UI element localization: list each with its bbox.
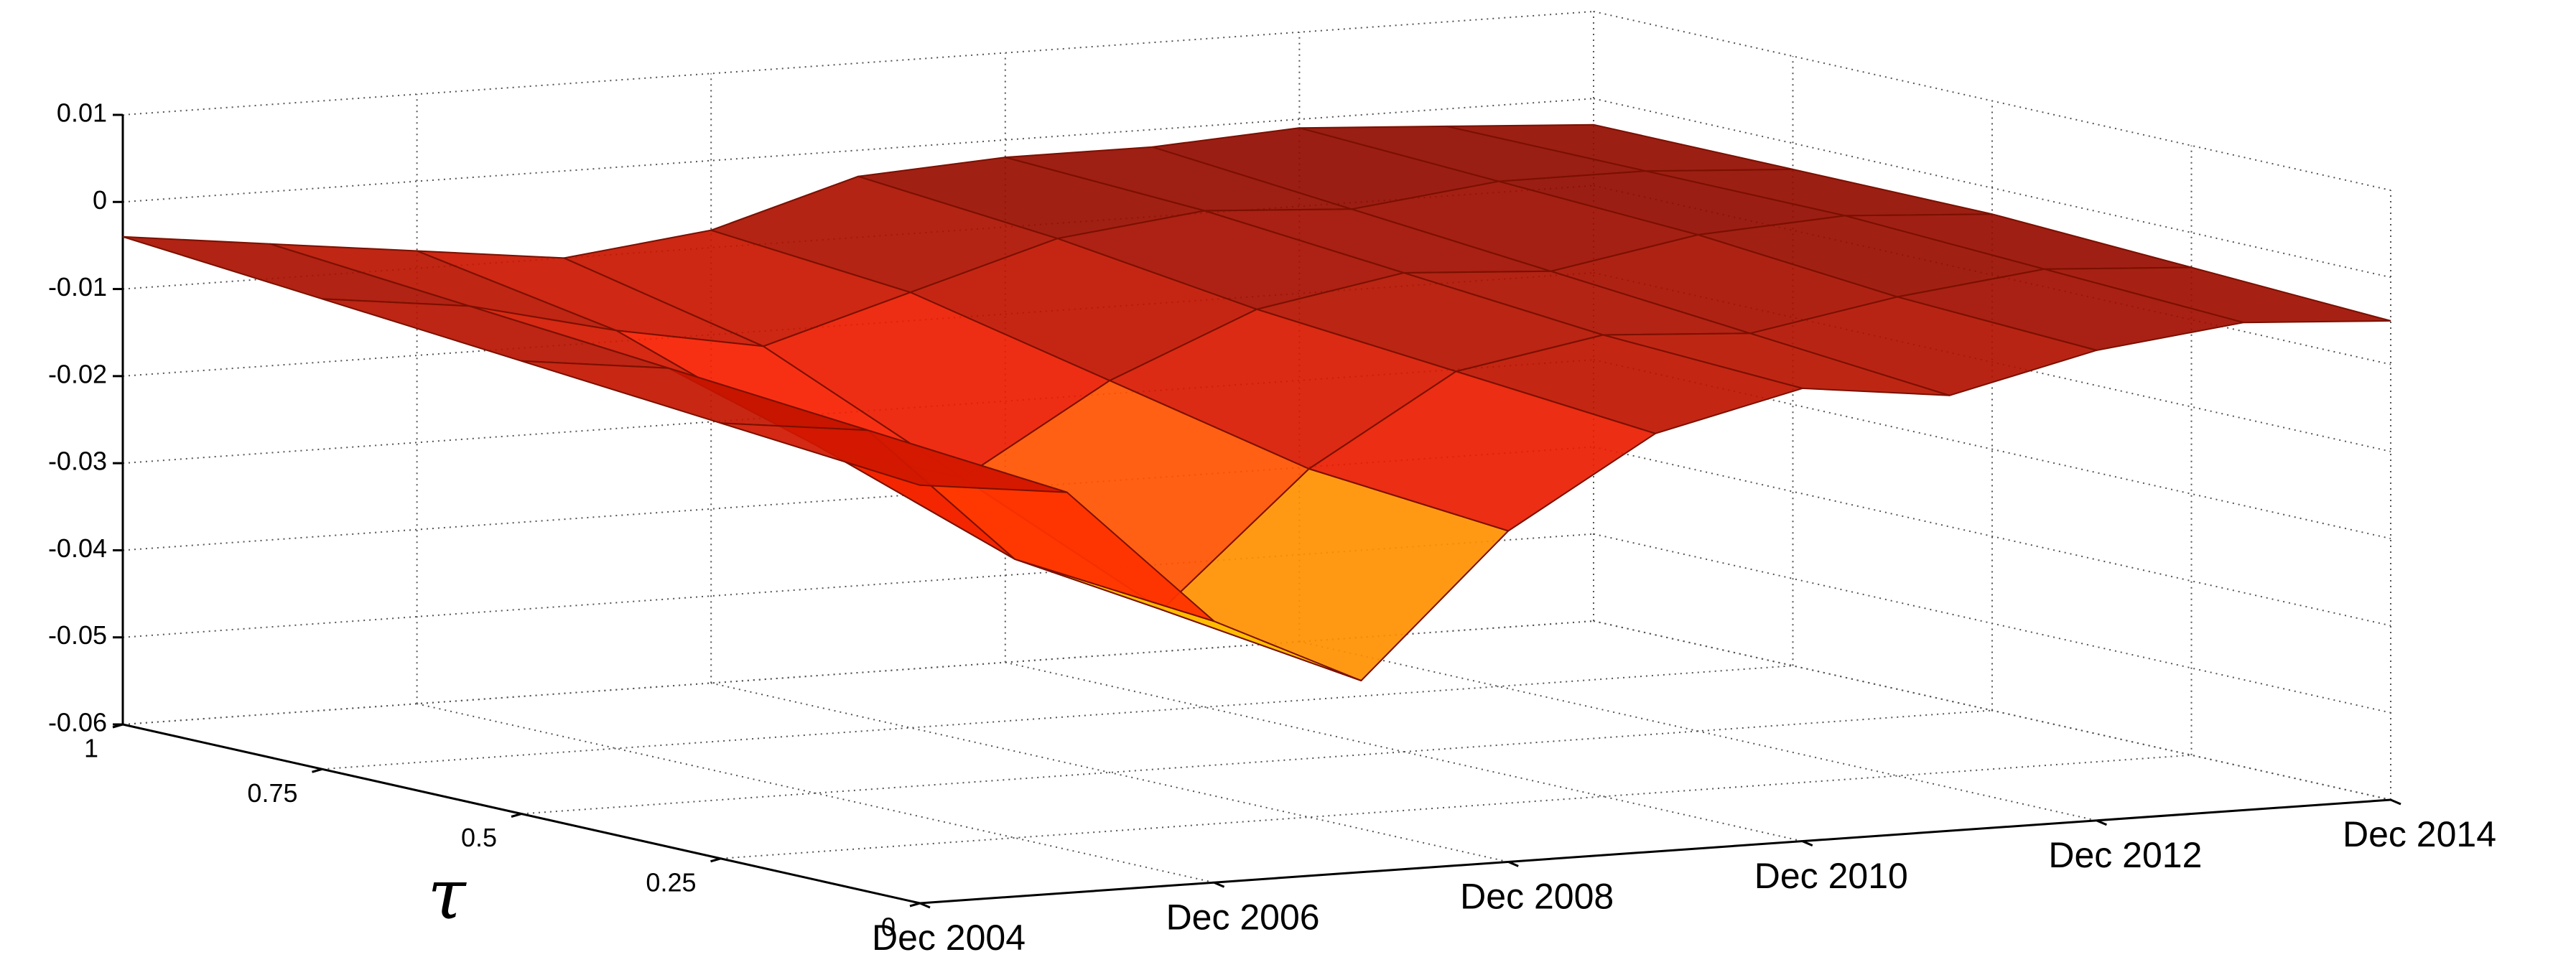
surface-patch <box>720 422 1068 493</box>
y-tick-label: 0.5 <box>461 823 497 852</box>
y-axis-label: τ <box>427 854 467 935</box>
x-tick <box>1214 881 1225 888</box>
grid-line <box>1593 533 2391 714</box>
y-tick-label: 0 <box>881 913 896 942</box>
z-tick-label: -0.03 <box>48 447 107 476</box>
x-tick <box>919 902 931 909</box>
axis-line <box>919 798 2391 905</box>
z-tick-label: -0.04 <box>48 533 107 563</box>
grid-line <box>1593 359 2391 540</box>
y-tick <box>710 857 721 863</box>
grid-line <box>1299 640 2097 821</box>
z-tick-label: -0.06 <box>48 708 107 737</box>
x-tick <box>1802 840 1813 846</box>
y-tick <box>112 723 124 729</box>
z-tick-label: -0.05 <box>48 620 107 650</box>
y-tick-label: 0.75 <box>247 778 297 808</box>
grid-line <box>417 703 1214 884</box>
x-tick-label: Dec 2004 <box>872 918 1026 958</box>
x-tick-label: Dec 2006 <box>1166 897 1320 937</box>
x-tick <box>2096 819 2107 826</box>
x-tick <box>2390 798 2401 806</box>
z-tick-label: -0.02 <box>48 359 107 388</box>
x-tick-label: Dec 2014 <box>2343 814 2496 854</box>
grid-line <box>521 709 1993 815</box>
grid-line <box>122 11 1594 116</box>
grid-line <box>1593 98 2391 279</box>
grid-line <box>1005 661 1803 842</box>
grid-line <box>720 754 2192 859</box>
y-tick-label: 0.25 <box>646 867 696 897</box>
grid-line <box>710 682 1509 863</box>
x-tick-label: Dec 2010 <box>1754 856 1908 896</box>
z-tick-label: 0.01 <box>57 98 107 128</box>
y-tick-label: 1 <box>84 734 98 763</box>
y-tick <box>312 768 322 773</box>
y-tick <box>511 813 522 818</box>
y-tick <box>909 902 921 908</box>
x-tick-label: Dec 2012 <box>2048 835 2202 875</box>
grid-line <box>1593 620 2391 801</box>
grid-line <box>322 665 1793 770</box>
z-tick-label: -0.01 <box>48 272 107 302</box>
x-tick <box>1507 861 1519 867</box>
z-tick-label: 0 <box>93 185 107 215</box>
grid-line <box>1593 11 2391 191</box>
grid-line <box>1593 446 2391 627</box>
x-tick-label: Dec 2008 <box>1460 877 1614 917</box>
